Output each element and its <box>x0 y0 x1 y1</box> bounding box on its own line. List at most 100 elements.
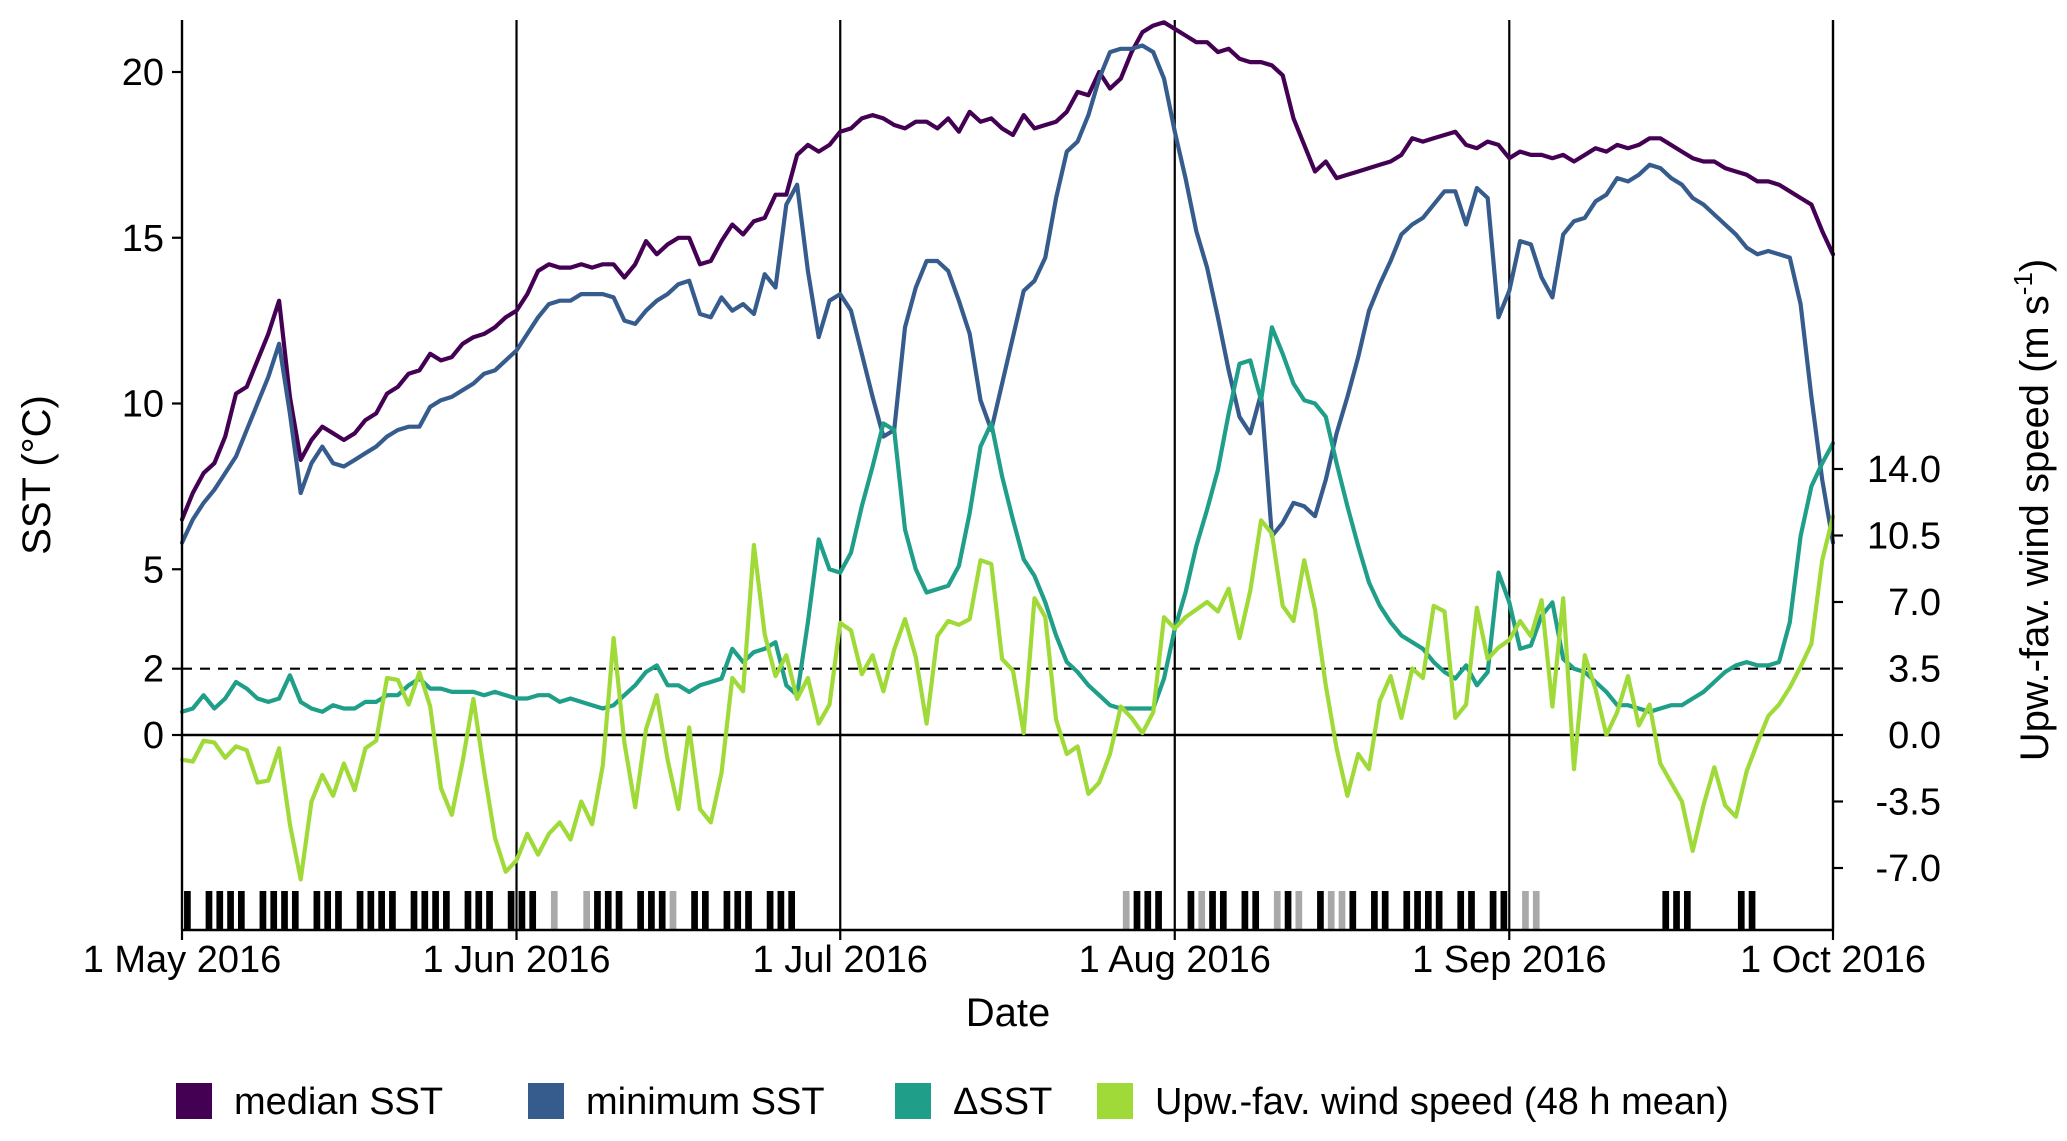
event-mark-49 <box>1198 891 1206 930</box>
event-mark-61 <box>1371 891 1378 930</box>
event-mark-2 <box>205 891 213 930</box>
event-mark-67 <box>1457 891 1465 930</box>
event-mark-59 <box>1338 891 1346 930</box>
event-mark-52 <box>1241 891 1249 930</box>
event-mark-48 <box>1187 891 1195 930</box>
event-mark-38 <box>723 891 731 930</box>
series-line-2 <box>179 43 1836 545</box>
event-mark-30 <box>604 891 612 930</box>
event-mark-24 <box>507 891 515 930</box>
event-mark-14 <box>367 891 375 930</box>
event-mark-42 <box>777 891 785 930</box>
event-mark-55 <box>1284 891 1292 930</box>
y-right-axis-title-sup: -1 <box>2008 272 2038 295</box>
event-mark-71 <box>1522 891 1529 930</box>
y-right-tick-label-2: -3.5 <box>1876 782 1941 824</box>
y-right-tick-label-6: 10.5 <box>1867 516 1941 558</box>
event-mark-19 <box>432 891 439 930</box>
event-mark-11 <box>324 891 332 930</box>
y-left-axis-title: SST (°C) <box>15 395 59 555</box>
event-mark-4 <box>227 891 234 930</box>
y-left-tick-label-6: 20 <box>122 52 164 94</box>
event-mark-22 <box>475 891 483 930</box>
event-mark-72 <box>1532 891 1540 930</box>
legend-label-2: minimum SST <box>586 1081 825 1123</box>
y-right-tick-label-5: 7.0 <box>1888 582 1941 624</box>
event-mark-36 <box>691 891 698 930</box>
event-mark-39 <box>734 891 742 930</box>
event-mark-40 <box>745 891 752 930</box>
y-left-tick-label-5: 15 <box>122 218 164 260</box>
x-tick-label-6: 1 Oct 2016 <box>1740 939 1926 981</box>
event-marks <box>184 891 1756 930</box>
axes <box>180 20 1835 932</box>
legend-label-1: median SST <box>234 1081 443 1123</box>
legend-label-3: ΔSST <box>953 1081 1052 1123</box>
y-left-tick-label-1: 0 <box>143 715 164 757</box>
y-left-tick-label-2: 2 <box>143 649 164 691</box>
event-mark-44 <box>1122 891 1130 930</box>
event-mark-9 <box>291 891 299 930</box>
event-mark-37 <box>702 891 709 930</box>
legend-key-4 <box>1097 1083 1133 1119</box>
series-line-1 <box>179 20 1836 522</box>
event-mark-66 <box>1435 891 1443 930</box>
event-mark-64 <box>1414 891 1421 930</box>
event-mark-45 <box>1133 891 1141 930</box>
event-mark-10 <box>313 891 321 930</box>
event-mark-23 <box>486 891 493 930</box>
event-mark-15 <box>378 891 385 930</box>
event-mark-70 <box>1500 891 1508 930</box>
event-mark-20 <box>443 891 450 930</box>
event-mark-12 <box>335 891 342 930</box>
event-mark-58 <box>1327 891 1335 930</box>
event-mark-32 <box>637 891 644 930</box>
series-lines <box>179 20 1836 882</box>
legend-key-2 <box>528 1083 564 1119</box>
event-mark-53 <box>1252 891 1260 930</box>
y-right-axis-title: Upw.-fav. wind speed (m s-1) <box>2008 259 2057 762</box>
series-line-4 <box>179 514 1836 882</box>
legend: median SST minimum SST ΔSST Upw.-fav. wind … <box>176 1081 1729 1123</box>
event-mark-43 <box>788 891 796 930</box>
event-mark-46 <box>1144 891 1152 930</box>
event-mark-76 <box>1737 891 1745 930</box>
event-mark-6 <box>259 891 267 930</box>
event-mark-68 <box>1468 891 1475 930</box>
event-mark-13 <box>356 891 364 930</box>
vertical-gridlines <box>515 20 1511 930</box>
event-mark-56 <box>1295 891 1303 930</box>
x-tick-label-4: 1 Aug 2016 <box>1079 939 1271 981</box>
event-mark-47 <box>1155 891 1162 930</box>
event-mark-16 <box>389 891 396 930</box>
event-mark-74 <box>1673 891 1680 930</box>
tick-labels: 1 May 2016 1 Jun 2016 1 Jul 2016 1 Aug 2016… <box>83 52 1941 981</box>
event-mark-73 <box>1662 891 1670 930</box>
event-mark-8 <box>281 891 288 930</box>
y-right-tick-label-4: 3.5 <box>1888 649 1941 691</box>
event-mark-21 <box>464 891 472 930</box>
event-mark-63 <box>1403 891 1411 930</box>
x-tick-label-2: 1 Jun 2016 <box>422 939 610 981</box>
legend-label-4: Upw.-fav. wind speed (48 h mean) <box>1155 1081 1729 1123</box>
event-mark-7 <box>270 891 278 930</box>
x-tick-label-1: 1 May 2016 <box>83 939 282 981</box>
event-mark-29 <box>594 891 601 930</box>
event-mark-5 <box>238 891 245 930</box>
event-mark-51 <box>1219 891 1227 930</box>
event-mark-27 <box>550 891 558 930</box>
event-mark-26 <box>529 891 537 930</box>
event-mark-33 <box>648 891 655 930</box>
y-left-tick-label-3: 5 <box>143 549 164 591</box>
event-mark-35 <box>669 891 677 930</box>
event-mark-57 <box>1317 891 1324 930</box>
event-mark-31 <box>615 891 623 930</box>
event-mark-25 <box>518 891 526 930</box>
series-line-3 <box>179 325 1836 714</box>
event-mark-77 <box>1748 891 1756 930</box>
y-right-axis-title-close: ) <box>2013 259 2057 272</box>
x-tick-label-5: 1 Sep 2016 <box>1412 939 1606 981</box>
y-right-tick-label-3: 0.0 <box>1888 715 1941 757</box>
event-mark-28 <box>583 891 591 930</box>
